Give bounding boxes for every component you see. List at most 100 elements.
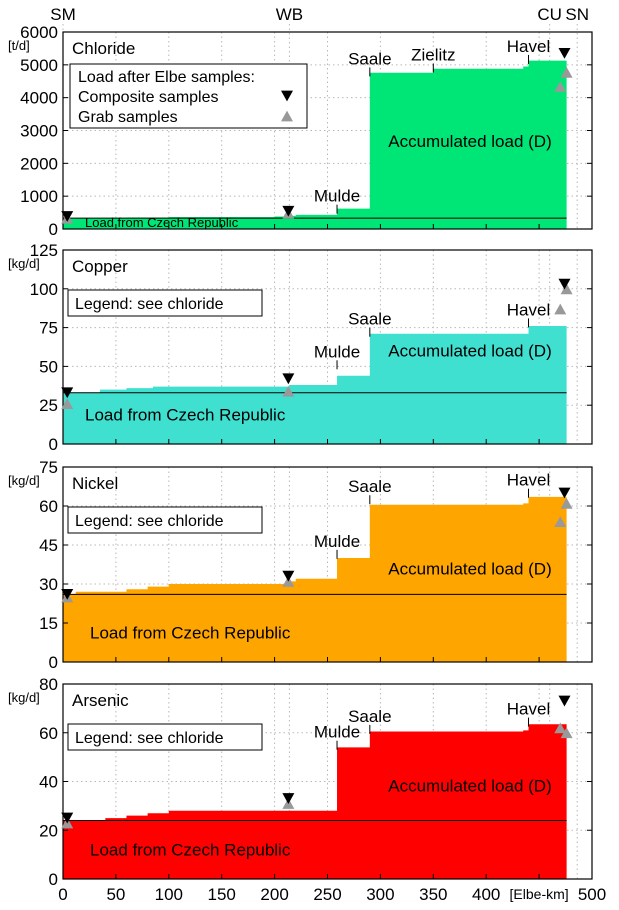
y-tick-label: 45	[39, 536, 58, 555]
y-tick-label: 0	[49, 870, 58, 889]
grab-sample-point	[554, 303, 567, 315]
tributary-label-mulde: Mulde	[314, 342, 360, 361]
tributary-label-havel: Havel	[507, 37, 550, 56]
composite-sample-point	[61, 589, 74, 600]
tributary-label-mulde: Mulde	[314, 187, 360, 206]
tributary-label-saale: Saale	[348, 477, 391, 496]
composite-sample-point	[282, 373, 295, 385]
legend-grab-marker	[281, 110, 293, 122]
tributary-label-havel: Havel	[507, 300, 550, 319]
composite-sample-point	[558, 487, 571, 499]
tributary-label-saale: Saale	[348, 707, 391, 726]
accumulated-load-label: Accumulated load (D)	[388, 776, 551, 795]
tributary-label-havel: Havel	[507, 700, 550, 719]
y-tick-label: 75	[39, 319, 58, 338]
y-tick-label: 6000	[20, 23, 58, 42]
grab-sample-point	[61, 398, 74, 410]
composite-sample-point	[558, 278, 571, 290]
y-tick-label: 100	[30, 280, 58, 299]
x-tick-label: 350	[419, 885, 447, 904]
legend-box	[69, 63, 308, 129]
grab-sample-point	[560, 727, 573, 739]
accumulated-load-area	[63, 326, 567, 444]
accumulated-load-label: Accumulated load (D)	[388, 559, 551, 578]
tributary-label-zielitz: Zielitz	[411, 45, 455, 64]
y-tick-label: 20	[39, 821, 58, 840]
y-tick-label: 25	[39, 396, 58, 415]
legend-note: Legend: see chloride	[75, 513, 224, 530]
x-tick-label: 200	[260, 885, 288, 904]
accumulated-load-area	[63, 60, 567, 229]
composite-sample-point	[558, 695, 571, 707]
x-tick-label: 150	[208, 885, 236, 904]
legend-note-box	[67, 506, 263, 534]
panel-title: Nickel	[72, 474, 118, 493]
tributary-label-havel: Havel	[507, 471, 550, 490]
station-label-wb: WB	[276, 5, 303, 24]
tributary-label-mulde: Mulde	[314, 723, 360, 742]
panel-copper: Mulde Saale Havel 0 25 50 75 100 125[kg/d] Copper…	[8, 241, 593, 454]
czech-load-label: Load from Czech Republic	[90, 841, 291, 860]
y-tick-label: 125	[30, 241, 58, 260]
grab-sample-point	[554, 516, 567, 527]
grab-sample-point	[554, 722, 567, 734]
legend-note-box	[67, 289, 263, 317]
grab-sample-point	[560, 66, 573, 78]
y-tick-label: 50	[39, 357, 58, 376]
accumulated-load-label: Accumulated load (D)	[388, 132, 551, 151]
accumulated-load-area	[63, 724, 567, 879]
panel-chloride: Mulde Saale Zielitz Havel 0 1000 2000 3000 4000 5…	[8, 23, 593, 239]
y-tick-label: 0	[49, 653, 58, 672]
y-unit-label: [kg/d]	[8, 690, 40, 705]
x-tick-label: 100	[155, 885, 183, 904]
y-tick-label: 4000	[20, 89, 58, 108]
station-label-sm: SM	[50, 5, 76, 24]
panel-title: Chloride	[72, 39, 135, 58]
y-tick-label: 1000	[20, 187, 58, 206]
station-label-cu: CU	[537, 5, 562, 24]
composite-sample-point	[558, 47, 571, 59]
grab-sample-point	[282, 385, 295, 397]
legend-title: Load after Elbe samples:	[78, 69, 255, 86]
legend-note: Legend: see chloride	[75, 730, 224, 747]
y-tick-label: 40	[39, 773, 58, 792]
x-axis: 0 50 100 150 200 250 300 350 400 500 [Elbe-km]	[58, 885, 606, 904]
tributary-label-saale: Saale	[348, 49, 391, 68]
legend-note: Legend: see chloride	[75, 296, 224, 313]
panel-title: Arsenic	[72, 691, 129, 710]
composite-sample-point	[61, 387, 74, 399]
y-unit-label: [kg/d]	[8, 473, 40, 488]
x-unit-label: [Elbe-km]	[510, 886, 569, 902]
grab-sample-point	[554, 81, 567, 92]
composite-sample-point	[61, 812, 74, 824]
czech-load-label: Load from Czech Republic	[90, 624, 291, 643]
panel-nickel: Mulde Saale Havel 0 15 30 45 60 75[kg/d] Nickel Ac…	[8, 458, 593, 672]
y-tick-label: 80	[39, 675, 58, 694]
tributary-label-mulde: Mulde	[314, 532, 360, 551]
accumulated-load-area	[63, 496, 567, 662]
grab-sample-point	[560, 498, 573, 509]
y-tick-label: 2000	[20, 154, 58, 173]
x-tick-label: 300	[366, 885, 394, 904]
y-tick-label: 75	[39, 458, 58, 477]
y-tick-label: 3000	[20, 122, 58, 141]
composite-sample-point	[61, 211, 74, 222]
x-tick-label: 50	[106, 885, 125, 904]
panel-title: Copper	[72, 257, 128, 276]
tributary-label-saale: Saale	[348, 310, 391, 329]
composite-sample-point	[282, 570, 295, 582]
y-unit-label: [kg/d]	[8, 256, 40, 271]
legend-composite-label: Composite samples	[78, 89, 219, 106]
y-tick-label: 5000	[20, 56, 58, 75]
legend-note-box	[67, 723, 263, 751]
x-tick-label: 500	[578, 885, 606, 904]
x-tick-label: 400	[472, 885, 500, 904]
y-tick-label: 0	[49, 220, 58, 239]
composite-sample-point	[282, 205, 295, 217]
czech-load-label: Load from Czech Republic	[85, 215, 239, 230]
y-tick-label: 60	[39, 497, 58, 516]
accumulated-load-label: Accumulated load (D)	[388, 342, 551, 361]
y-tick-label: 0	[49, 435, 58, 454]
